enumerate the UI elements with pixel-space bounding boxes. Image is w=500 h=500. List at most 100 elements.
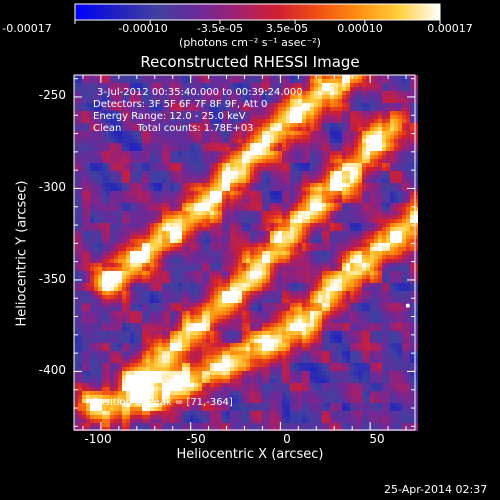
heatmap-cell bbox=[386, 143, 390, 147]
heatmap-cell bbox=[266, 203, 270, 207]
heatmap-cell bbox=[158, 275, 162, 279]
heatmap-cell bbox=[298, 79, 302, 83]
heatmap-cell bbox=[202, 283, 206, 287]
heatmap-cell bbox=[250, 279, 254, 283]
heatmap-cell bbox=[202, 111, 206, 115]
heatmap-cell bbox=[366, 295, 370, 299]
heatmap-cell bbox=[414, 155, 418, 159]
heatmap-cell bbox=[150, 247, 154, 251]
heatmap-cell bbox=[258, 87, 262, 91]
heatmap-cell bbox=[250, 179, 254, 183]
heatmap-cell bbox=[314, 131, 318, 135]
heatmap-cell bbox=[362, 75, 366, 79]
heatmap-cell bbox=[290, 123, 294, 127]
heatmap-cell bbox=[190, 259, 194, 263]
heatmap-cell bbox=[250, 131, 254, 135]
heatmap-cell bbox=[226, 123, 230, 127]
heatmap-cell bbox=[338, 247, 342, 251]
heatmap-cell bbox=[318, 259, 322, 263]
heatmap-cell bbox=[146, 259, 150, 263]
heatmap-cell bbox=[74, 103, 78, 107]
heatmap-cell bbox=[306, 179, 310, 183]
heatmap-cell bbox=[74, 187, 78, 191]
heatmap-cell bbox=[174, 207, 178, 211]
heatmap-cell bbox=[414, 283, 418, 287]
heatmap-cell bbox=[102, 147, 106, 151]
heatmap-cell bbox=[406, 171, 410, 175]
heatmap-cell bbox=[182, 159, 186, 163]
heatmap-cell bbox=[162, 187, 166, 191]
heatmap-cell bbox=[154, 151, 158, 155]
heatmap-cell bbox=[290, 79, 294, 83]
heatmap-cell bbox=[138, 143, 142, 147]
heatmap-cell bbox=[354, 259, 358, 263]
heatmap-cell bbox=[334, 147, 338, 151]
heatmap-cell bbox=[394, 251, 398, 255]
heatmap-cell bbox=[290, 235, 294, 239]
heatmap-cell bbox=[266, 195, 270, 199]
heatmap-cell bbox=[226, 227, 230, 231]
heatmap-cell bbox=[390, 219, 394, 223]
heatmap-cell bbox=[278, 295, 282, 299]
heatmap-cell bbox=[302, 243, 306, 247]
heatmap-cell bbox=[398, 115, 402, 119]
heatmap-cell bbox=[278, 275, 282, 279]
heatmap-cell bbox=[258, 251, 262, 255]
heatmap-cell bbox=[190, 267, 194, 271]
heatmap-cell bbox=[358, 147, 362, 151]
heatmap-cell bbox=[354, 115, 358, 119]
heatmap-cell bbox=[186, 131, 190, 135]
heatmap-cell bbox=[94, 107, 98, 111]
heatmap-cell bbox=[370, 91, 374, 95]
heatmap-cell bbox=[282, 291, 286, 295]
heatmap-cell bbox=[74, 99, 78, 103]
heatmap-cell bbox=[394, 211, 398, 215]
heatmap-cell bbox=[198, 263, 202, 267]
heatmap-cell bbox=[286, 191, 290, 195]
heatmap-cell bbox=[126, 203, 130, 207]
heatmap-cell bbox=[258, 291, 262, 295]
heatmap-cell bbox=[274, 103, 278, 107]
heatmap-cell bbox=[262, 175, 266, 179]
heatmap-cell bbox=[330, 251, 334, 255]
heatmap-cell bbox=[90, 151, 94, 155]
heatmap-cell bbox=[126, 127, 130, 131]
heatmap-cell bbox=[98, 295, 102, 299]
heatmap-cell bbox=[342, 119, 346, 123]
heatmap-cell bbox=[158, 251, 162, 255]
heatmap-cell bbox=[262, 271, 266, 275]
heatmap-cell bbox=[138, 91, 142, 95]
heatmap-cell bbox=[390, 211, 394, 215]
heatmap-cell bbox=[98, 107, 102, 111]
heatmap-cell bbox=[266, 247, 270, 251]
heatmap-cell bbox=[114, 111, 118, 115]
heatmap-cell bbox=[286, 275, 290, 279]
heatmap-cell bbox=[178, 183, 182, 187]
heatmap-cell bbox=[130, 207, 134, 211]
heatmap-cell bbox=[314, 275, 318, 279]
heatmap-cell bbox=[310, 83, 314, 87]
heatmap-cell bbox=[230, 127, 234, 131]
heatmap-cell bbox=[142, 83, 146, 87]
heatmap-cell bbox=[366, 171, 370, 175]
heatmap-cell bbox=[342, 147, 346, 151]
heatmap-cell bbox=[186, 103, 190, 107]
heatmap-cell bbox=[326, 203, 330, 207]
heatmap-cell bbox=[210, 223, 214, 227]
heatmap-cell bbox=[190, 279, 194, 283]
heatmap-cell bbox=[322, 79, 326, 83]
heatmap-cell bbox=[82, 91, 86, 95]
heatmap-cell bbox=[234, 87, 238, 91]
heatmap-cell bbox=[346, 107, 350, 111]
heatmap-cell bbox=[342, 283, 346, 287]
heatmap-cell bbox=[234, 119, 238, 123]
heatmap-cell bbox=[406, 83, 410, 87]
heatmap-cell bbox=[238, 211, 242, 215]
heatmap-cell bbox=[354, 299, 358, 303]
heatmap-cell bbox=[86, 155, 90, 159]
heatmap-cell bbox=[174, 243, 178, 247]
heatmap-cell bbox=[174, 171, 178, 175]
heatmap-cell bbox=[394, 75, 398, 79]
heatmap-cell bbox=[146, 275, 150, 279]
heatmap-cell bbox=[110, 247, 114, 251]
